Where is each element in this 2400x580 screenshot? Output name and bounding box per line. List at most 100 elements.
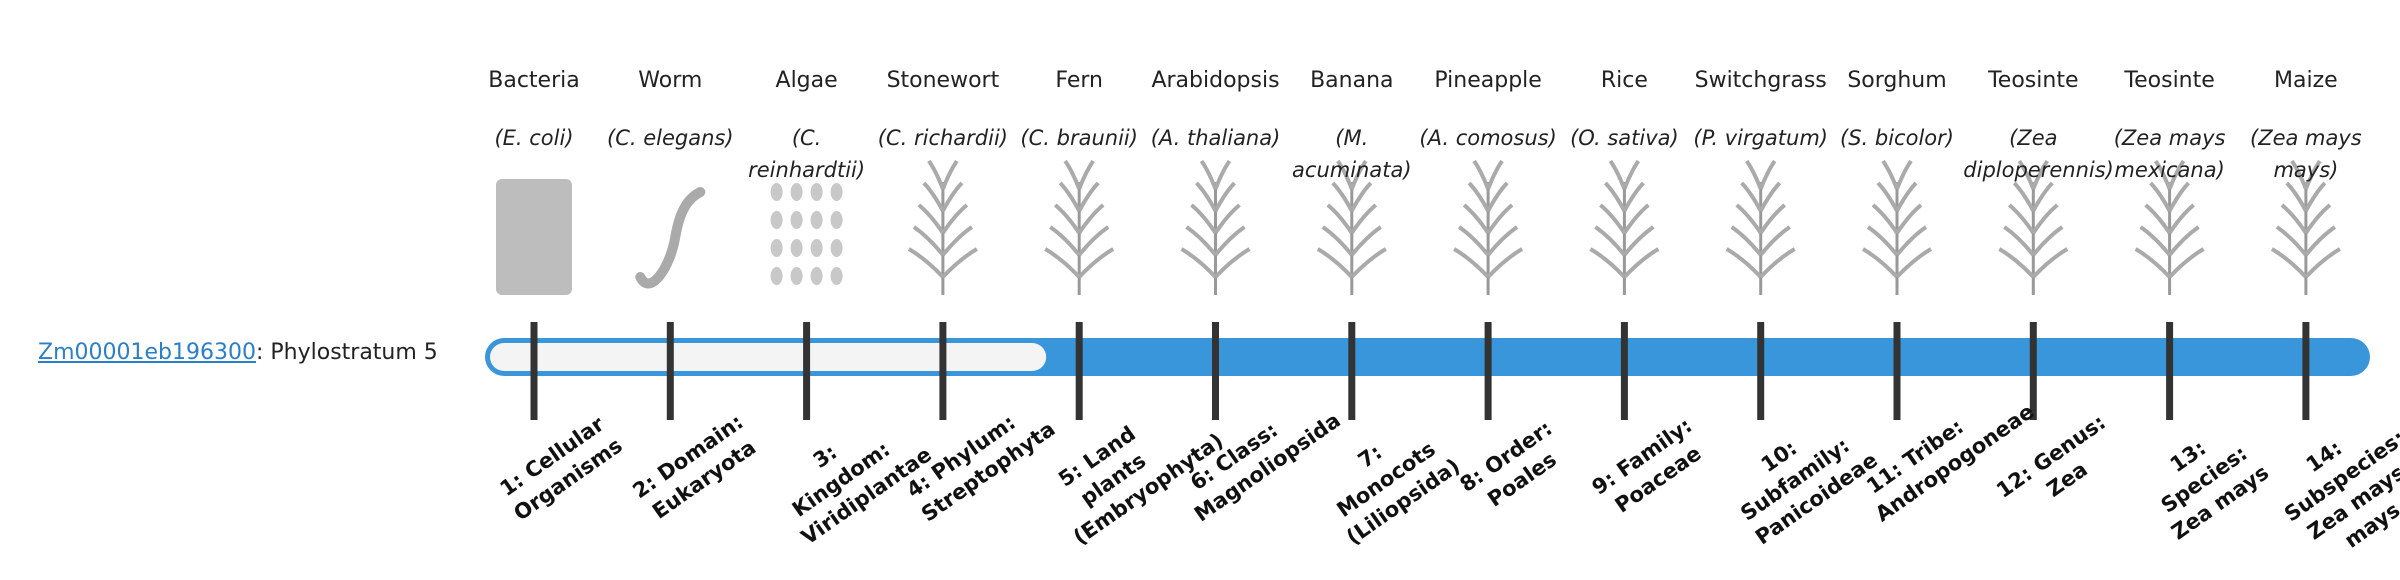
image-part — [1895, 159, 1913, 190]
image-part — [2012, 181, 2036, 212]
image-part — [1199, 159, 1218, 190]
organism-name: Rice — [1600, 68, 1648, 93]
image-part — [790, 183, 803, 201]
image-part — [1213, 225, 1246, 257]
image-part — [1350, 181, 1373, 212]
organism-species: (C. elegans) — [607, 126, 734, 150]
image-part — [927, 159, 945, 190]
image-part — [1486, 159, 1504, 190]
image-part — [2304, 247, 2341, 279]
image-part — [941, 225, 974, 257]
image-part — [1759, 203, 1786, 235]
organism-image — [2270, 159, 2341, 295]
organism-image — [496, 179, 572, 295]
image-part — [2167, 203, 2195, 235]
image-part — [810, 267, 823, 285]
organism-species: (C. reinhardtii) — [748, 126, 866, 182]
image-part — [1077, 159, 1095, 190]
image-part — [2304, 159, 2322, 190]
image-part — [830, 183, 843, 201]
image-part — [1622, 225, 1655, 257]
image-part — [2031, 181, 2054, 212]
image-part — [1185, 225, 1218, 257]
image-part — [1594, 225, 1626, 257]
image-part — [1866, 225, 1899, 257]
image-part — [1745, 159, 1763, 190]
phylostratum-label: : Phylostratum 5 — [255, 340, 438, 365]
image-part — [1876, 181, 1899, 212]
image-part — [1077, 247, 1115, 279]
image-part — [1321, 225, 1354, 257]
organism-species: (Zea diploperennis) — [1963, 126, 2114, 182]
organism-species: (M. acuminata) — [1292, 126, 1412, 182]
image-part — [1998, 247, 2035, 279]
organism-species: (Zea mays mexicana) — [2113, 126, 2226, 182]
image-part — [917, 203, 945, 235]
image-part — [1589, 247, 1626, 279]
image-part — [770, 183, 783, 201]
image-part — [1326, 203, 1354, 235]
organism-species: (O. sativa) — [1570, 126, 1679, 150]
image-part — [941, 203, 969, 235]
organism-image — [1725, 159, 1796, 295]
image-part — [2153, 159, 2172, 190]
image-part — [2008, 203, 2035, 235]
image-part — [1759, 247, 1796, 279]
image-part — [2134, 247, 2172, 279]
image-part — [770, 211, 783, 229]
image-part — [1350, 225, 1382, 257]
image-part — [2304, 225, 2337, 257]
image-part — [1213, 159, 1232, 190]
image-part — [1063, 159, 1082, 190]
image-part — [1195, 181, 1218, 212]
image-part — [922, 181, 945, 212]
image-part — [1608, 159, 1627, 190]
image-part — [830, 211, 843, 229]
image-part — [1058, 181, 1081, 212]
image-part — [496, 179, 572, 295]
image-part — [1486, 203, 1514, 235]
organism-image — [907, 159, 978, 295]
image-part — [1349, 159, 1368, 190]
image-part — [1336, 159, 1354, 190]
image-part — [1077, 225, 1110, 257]
organism-name: Banana — [1310, 68, 1394, 93]
image-part — [1730, 225, 1763, 257]
image-part — [2167, 181, 2191, 212]
image-part — [2304, 181, 2327, 212]
organism-image — [2134, 159, 2205, 295]
image-part — [1044, 247, 1081, 279]
image-part — [2168, 225, 2200, 257]
image-part — [1453, 247, 1490, 279]
gene-link[interactable]: Zm00001eb196300 — [38, 340, 256, 365]
image-part — [1622, 159, 1641, 190]
image-part — [1213, 181, 1236, 212]
organism-name: Arabidopsis — [1151, 68, 1280, 93]
image-part — [2280, 203, 2308, 235]
organism-species: (S. bicolor) — [1840, 126, 1954, 150]
organism-species: (A. thaliana) — [1150, 126, 1281, 150]
image-part — [1350, 247, 1387, 279]
image-part — [1895, 181, 1918, 212]
image-part — [2139, 225, 2172, 257]
image-part — [790, 239, 803, 257]
image-part — [1462, 203, 1490, 235]
image-part — [2031, 159, 2049, 190]
organism-species: (A. comosus) — [1419, 126, 1557, 150]
image-part — [1190, 203, 1218, 235]
image-part — [1740, 181, 1763, 212]
gene-label: Zm00001eb196300: Phylostratum 5 — [38, 340, 438, 365]
image-part — [770, 267, 783, 285]
image-part — [1895, 247, 1933, 279]
image-part — [941, 181, 964, 212]
image-part — [1622, 181, 1645, 212]
image-part — [1350, 203, 1378, 235]
image-part — [1049, 225, 1081, 257]
image-part — [1871, 203, 1899, 235]
image-part — [635, 187, 706, 289]
bar-empty — [490, 343, 1047, 371]
image-part — [810, 183, 823, 201]
image-part — [2144, 203, 2172, 235]
organism-name: Teosinte — [2124, 68, 2215, 93]
image-part — [2149, 181, 2172, 212]
